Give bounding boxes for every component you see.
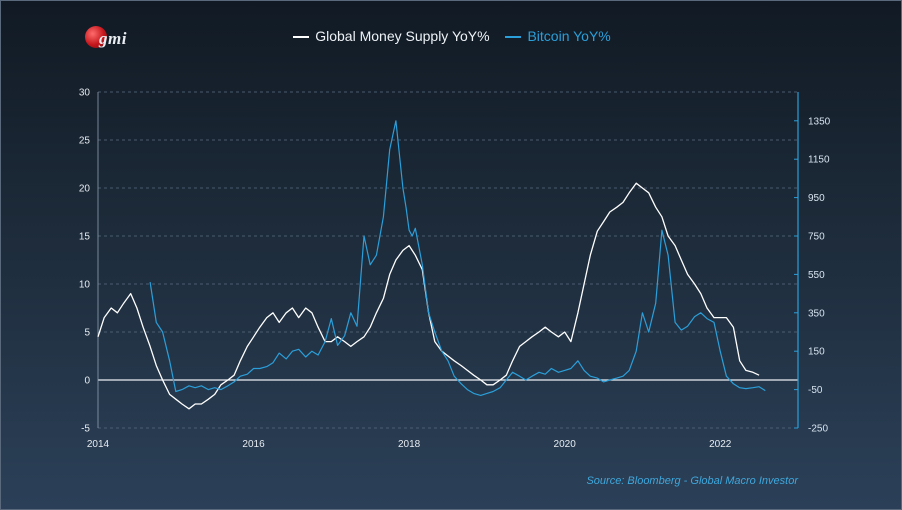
logo-ball-icon <box>85 26 107 48</box>
right-tick-label: 550 <box>808 270 825 281</box>
legend-label-bitcoin: Bitcoin YoY% <box>527 28 611 44</box>
left-tick-labels: 30 25 20 15 10 5 0 -5 <box>79 88 91 435</box>
legend-item-bitcoin: Bitcoin YoY% <box>505 28 611 44</box>
gmi-logo: gmi <box>85 26 145 56</box>
right-tick-label: 150 <box>808 347 825 358</box>
money-supply-line <box>97 182 760 410</box>
x-tick-label: 2018 <box>398 439 421 450</box>
right-tick-label: -250 <box>808 424 828 435</box>
legend-swatch-money <box>293 36 310 39</box>
left-tick-label: 15 <box>79 232 91 243</box>
legend-item-money: Global Money Supply YoY% <box>293 28 490 44</box>
left-tick-label: 0 <box>84 376 90 387</box>
x-tick-labels: 2014 2016 2018 2020 2022 <box>87 439 732 450</box>
bitcoin-line <box>149 120 766 396</box>
series-lines <box>97 120 766 410</box>
source-note: Source: Bloomberg - Global Macro Investo… <box>586 475 798 487</box>
right-tick-label: 1350 <box>808 116 831 127</box>
chart-legend: Global Money Supply YoY% Bitcoin YoY% <box>1 28 902 44</box>
left-tick-label: 10 <box>79 280 91 291</box>
axes <box>97 92 799 429</box>
right-tick-label: 350 <box>808 308 825 319</box>
left-tick-label: -5 <box>81 424 90 435</box>
right-tick-label: 750 <box>808 232 825 243</box>
left-tick-label: 30 <box>79 88 91 99</box>
right-tick-labels: 1350 1150 950 750 550 350 150 -50 -250 <box>808 116 831 434</box>
right-tick-label: 950 <box>808 193 825 204</box>
left-tick-label: 25 <box>79 136 91 147</box>
x-tick-label: 2014 <box>87 439 110 450</box>
grid-lines <box>98 91 798 429</box>
legend-label-money: Global Money Supply YoY% <box>315 28 490 44</box>
x-tick-label: 2022 <box>709 439 732 450</box>
x-tick-label: 2020 <box>554 439 577 450</box>
legend-swatch-bitcoin <box>505 36 522 39</box>
x-tick-label: 2016 <box>242 439 265 450</box>
right-tick-label: -50 <box>808 385 823 396</box>
left-tick-label: 20 <box>79 184 91 195</box>
right-tick-label: 1150 <box>808 155 830 166</box>
left-tick-label: 5 <box>84 328 90 339</box>
logo-text: gmi <box>99 29 127 48</box>
